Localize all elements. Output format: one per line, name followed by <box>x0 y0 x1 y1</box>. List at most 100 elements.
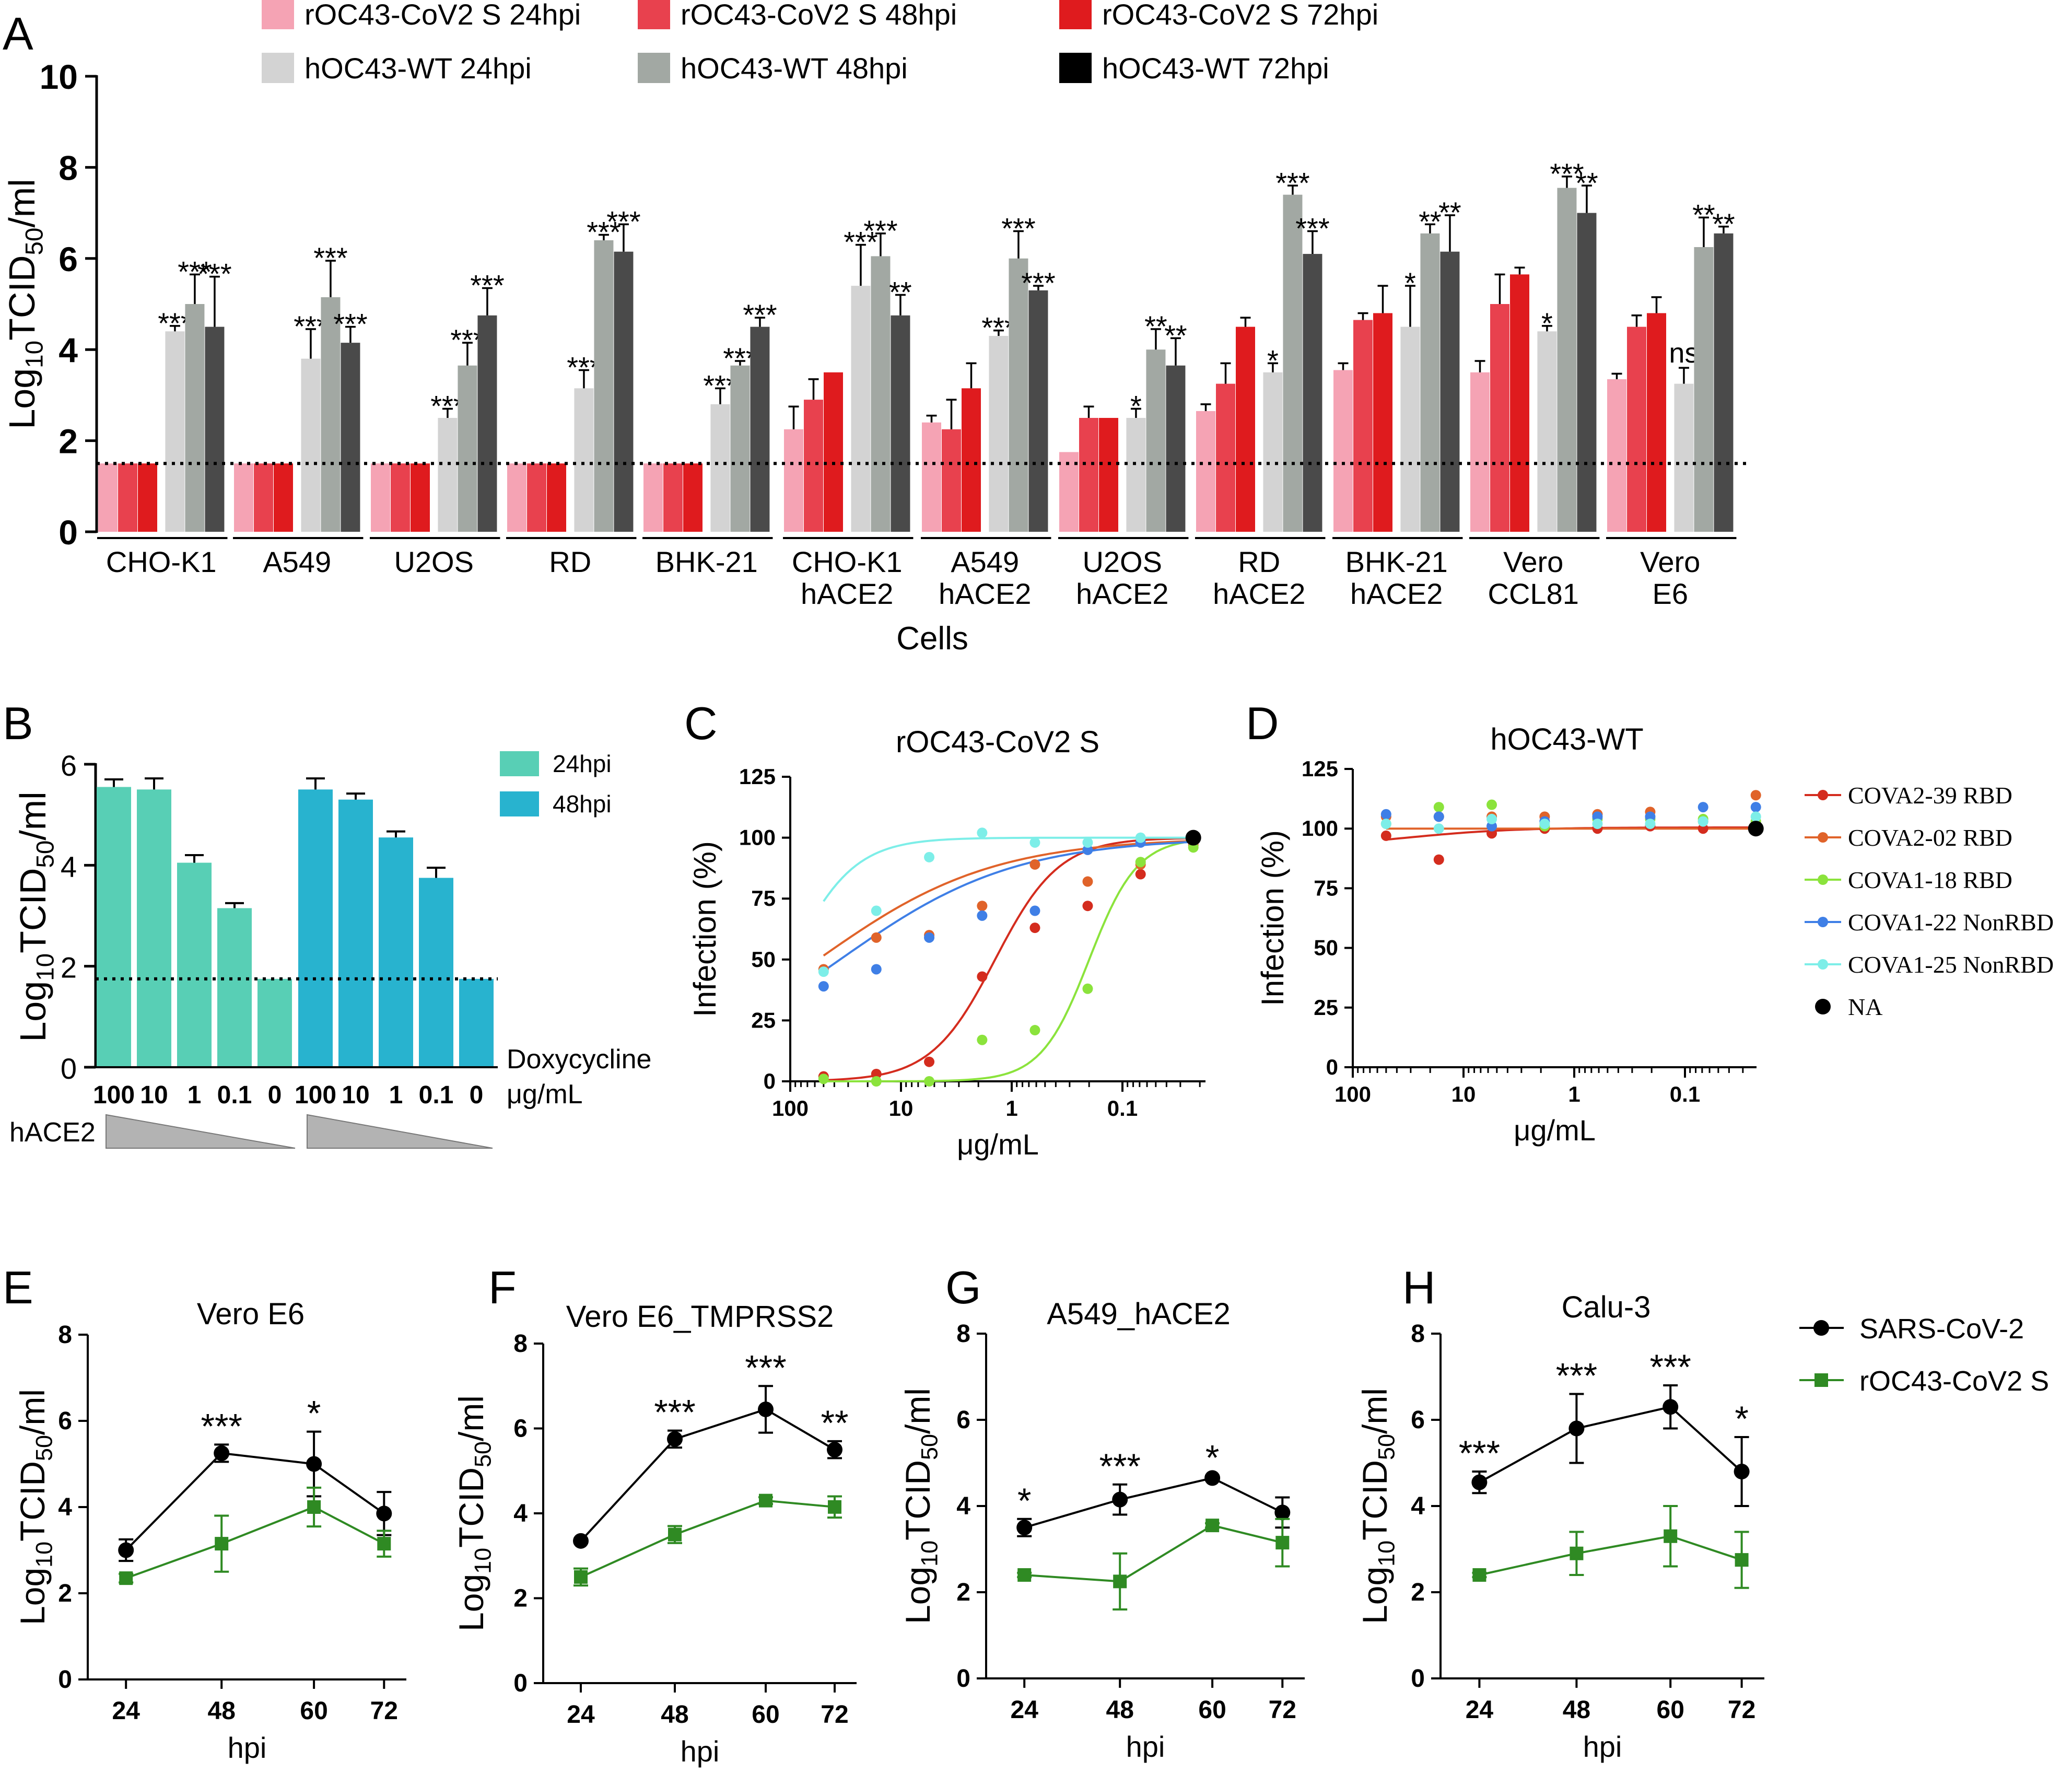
data-point <box>1029 837 1040 848</box>
data-point <box>1082 844 1093 855</box>
bar <box>379 837 413 1067</box>
data-point <box>1082 876 1093 887</box>
panel-letter-f: F <box>488 1262 517 1313</box>
data-point <box>758 1401 774 1417</box>
significance-label: * <box>1267 344 1279 377</box>
y-axis-label: Log10TCID50/ml <box>2 179 48 429</box>
panel-letter-b: B <box>3 697 33 749</box>
data-point <box>924 932 935 943</box>
legend-label: hOC43-WT 72hpi <box>1102 52 1329 85</box>
bar <box>1440 251 1460 532</box>
hace2-wedge <box>106 1114 296 1149</box>
wedge-label: hACE2 <box>9 1117 96 1148</box>
x-axis-label-unit: μg/mL <box>507 1079 583 1110</box>
hace2-wedge <box>307 1114 493 1149</box>
bar <box>1146 349 1166 532</box>
y-tick-label: 8 <box>58 1321 72 1349</box>
significance-label: ** <box>821 1403 849 1443</box>
data-point <box>1471 1474 1488 1490</box>
ylabel-part: 10 <box>916 1540 943 1567</box>
legend-label: rOC43-CoV2 S 24hpi <box>305 0 581 31</box>
y-tick-label: 0 <box>58 1666 72 1694</box>
data-point <box>828 1500 841 1514</box>
y-tick-label: 2 <box>513 1585 528 1613</box>
bar <box>1607 379 1626 532</box>
y-tick-label: 6 <box>61 749 77 782</box>
data-point <box>668 1527 682 1542</box>
ylabel-part: TCID <box>13 868 53 953</box>
bar <box>989 336 1009 532</box>
legend-marker <box>1815 999 1831 1014</box>
panel-letter-d: D <box>1246 697 1279 749</box>
legend-label: COVA1-22 NonRBD <box>1848 909 2054 936</box>
data-point <box>1750 790 1761 801</box>
x-tick-label: 0.1 <box>217 1081 252 1109</box>
data-point <box>977 1034 988 1045</box>
series-line <box>580 1499 835 1578</box>
x-tick-label: 10 <box>140 1081 168 1109</box>
bar <box>1236 326 1255 532</box>
ylabel-part: 50 <box>31 841 59 868</box>
data-point <box>924 851 935 862</box>
legend-marker <box>1818 874 1828 885</box>
bar <box>527 463 546 532</box>
data-point <box>1380 809 1391 820</box>
x-tick-label: 100 <box>772 1096 809 1121</box>
significance-label: *** <box>333 308 367 341</box>
data-point <box>1274 1504 1291 1521</box>
legend-marker <box>1813 1320 1829 1336</box>
significance-label: *** <box>863 214 897 247</box>
bar <box>1333 370 1353 532</box>
x-tick-label: 1 <box>1568 1082 1580 1106</box>
y-tick-label: 75 <box>1314 876 1338 900</box>
data-point <box>214 1445 230 1461</box>
legend-swatch <box>638 53 670 83</box>
x-tick-label: 60 <box>300 1697 327 1725</box>
y-tick-label: 6 <box>513 1415 528 1443</box>
fit-curve <box>823 839 1193 956</box>
bar <box>321 297 341 532</box>
significance-label: *** <box>844 226 877 259</box>
legend-label: COVA1-25 NonRBD <box>1848 951 2054 978</box>
data-point <box>1135 832 1146 843</box>
x-tick-label: 24 <box>567 1701 595 1729</box>
series-line <box>1024 1524 1283 1583</box>
bar <box>185 304 205 532</box>
bar <box>1353 320 1373 532</box>
significance-label: ns <box>1669 337 1699 369</box>
data-point <box>1698 823 1708 834</box>
significance-label: *** <box>1275 166 1309 199</box>
bar <box>1099 418 1118 532</box>
legend-swatch <box>1059 53 1092 83</box>
bar <box>1537 331 1557 532</box>
data-point <box>1433 854 1444 865</box>
bar <box>683 463 703 532</box>
x-tick-label: 24 <box>112 1697 141 1725</box>
significance-label: * <box>1735 1399 1748 1439</box>
x-tick-label: 100 <box>295 1081 336 1109</box>
bar <box>274 463 293 532</box>
chart-title: A549_hACE2 <box>1047 1297 1230 1331</box>
series-line <box>580 1408 836 1542</box>
panel-letter-a: A <box>3 8 33 60</box>
bar <box>301 358 321 532</box>
ylabel-part: /ml <box>13 791 53 840</box>
y-tick-label: 2 <box>1411 1579 1425 1606</box>
y-tick-label: 100 <box>1302 816 1338 841</box>
bar <box>1263 372 1283 532</box>
category-label: E6 <box>1652 577 1688 610</box>
x-tick-label: 0.1 <box>1107 1096 1138 1121</box>
data-point <box>1380 819 1391 830</box>
ylabel-part: /ml <box>13 1389 52 1435</box>
bar <box>458 365 477 532</box>
x-tick-label: 0 <box>268 1081 282 1109</box>
data-point <box>871 905 882 916</box>
data-point <box>1433 823 1444 834</box>
x-axis-label: hpi <box>1126 1730 1165 1763</box>
x-tick-label: 100 <box>1334 1082 1371 1106</box>
y-axis-label: Infection (%) <box>1255 830 1290 1006</box>
bar <box>1510 274 1529 532</box>
data-point <box>871 1076 882 1087</box>
